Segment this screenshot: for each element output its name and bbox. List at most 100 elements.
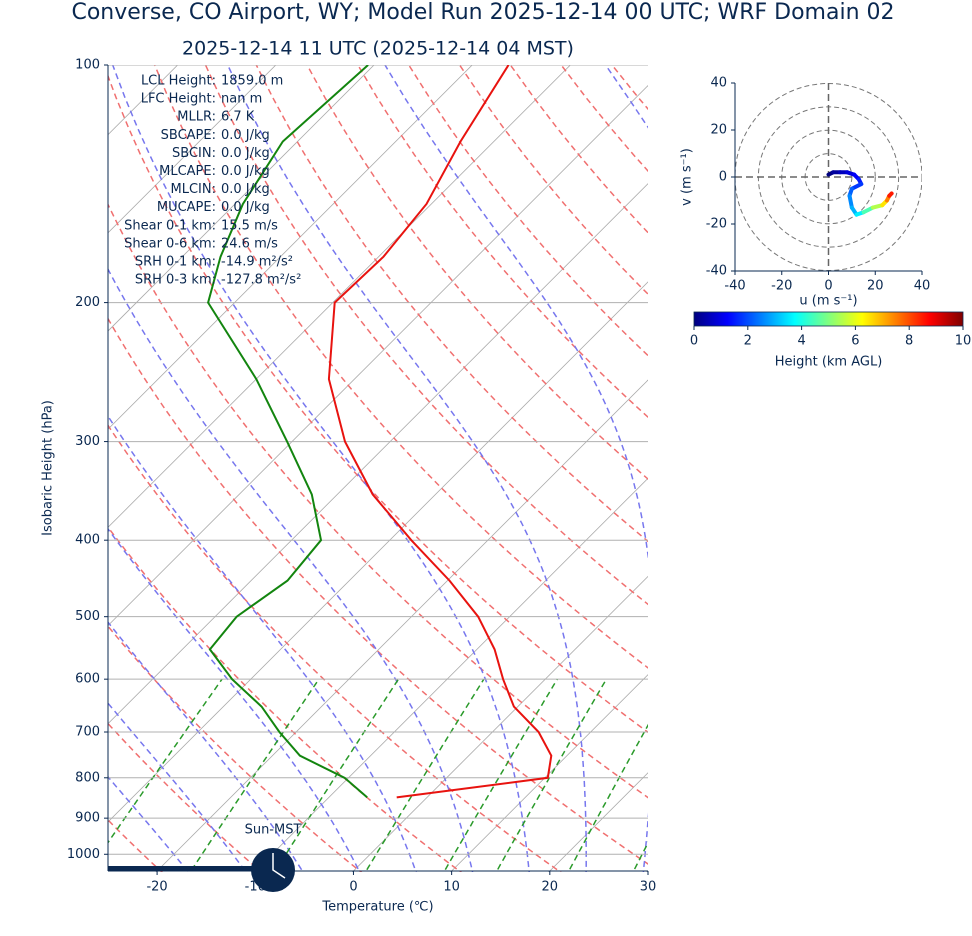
profile-line <box>207 65 369 799</box>
colorbar-label: Height (km AGL) <box>775 355 883 370</box>
dry-adiabat <box>255 65 648 543</box>
colorbar-tick-label: 2 <box>744 334 752 349</box>
param-label: MLLR: <box>177 110 216 125</box>
colorbar <box>693 311 964 327</box>
isotherm <box>108 65 375 332</box>
isotherm <box>155 379 648 872</box>
param-label: Shear 0-1 km: <box>124 218 216 233</box>
isotherm <box>0 29 17 887</box>
moist-adiabat <box>111 65 530 872</box>
hodo-x-tick-label: 20 <box>867 279 884 294</box>
y-tick-label: 1000 <box>67 847 100 862</box>
isotherm <box>108 65 571 528</box>
x-tick-label: 30 <box>640 880 657 895</box>
y-tick-label: 100 <box>75 58 100 73</box>
isotherm <box>108 65 473 430</box>
mixing-ratio-line <box>567 723 648 872</box>
clock-hands <box>272 853 286 879</box>
colorbar-tick-label: 4 <box>797 334 805 349</box>
x-tick-label: 10 <box>443 880 460 895</box>
param-label: SBCIN: <box>172 146 216 161</box>
mixing-ratio-line <box>632 841 648 872</box>
chart-title: Converse, CO Airport, WY; Model Run 2025… <box>71 0 894 25</box>
param-value: 0.0 J/kg <box>221 164 270 179</box>
isotherm <box>450 674 648 872</box>
hodo-x-tick-label: -40 <box>724 279 745 294</box>
dry-adiabat <box>108 74 648 734</box>
x-tick-label: -10 <box>245 880 266 895</box>
x-tick-label: -20 <box>146 880 167 895</box>
dry-adiabat <box>108 819 163 872</box>
dry-adiabat <box>733 29 972 887</box>
x-tick-label: 0 <box>349 880 357 895</box>
param-label: LFC Height: <box>141 92 216 107</box>
hodo-y-tick-label: 40 <box>710 76 727 91</box>
dry-adiabat <box>108 317 648 865</box>
dry-adiabat <box>108 526 462 872</box>
chart-subtitle: 2025-12-14 11 UTC (2025-12-14 04 MST) <box>182 38 574 60</box>
hodo-y-tick-label: -20 <box>706 217 727 232</box>
y-tick-label: 600 <box>75 672 100 687</box>
param-label: MLCIN: <box>171 182 216 197</box>
hodo-y-tick-label: -40 <box>706 264 727 279</box>
param-value: 24.6 m/s <box>221 236 278 251</box>
y-tick-label: 900 <box>75 811 100 826</box>
isotherm <box>108 281 648 823</box>
param-label: MLCAPE: <box>159 164 216 179</box>
background-lines <box>0 29 972 887</box>
isotherm <box>253 477 648 872</box>
moist-adiabat <box>756 29 882 887</box>
moist-adiabat <box>384 65 648 872</box>
hodo-x-tick-label: -20 <box>771 279 792 294</box>
param-value: 15.5 m/s <box>221 218 278 233</box>
x-axis-label: Temperature (℃) <box>321 900 433 915</box>
param-label: SBCAPE: <box>161 128 216 143</box>
isotherm <box>730 29 972 887</box>
isotherm <box>548 772 648 872</box>
x-tick-label: 20 <box>542 880 559 895</box>
moist-adiabat <box>226 65 587 872</box>
dry-adiabat <box>306 65 648 481</box>
mixing-ratio-line <box>495 678 608 872</box>
param-value: 0.0 J/kg <box>221 182 270 197</box>
hodo-x-label: u (m s⁻¹) <box>799 294 857 309</box>
moist-adiabat <box>604 65 648 129</box>
y-tick-label: 200 <box>75 295 100 310</box>
moist-adiabat <box>108 527 361 872</box>
dry-adiabat <box>782 29 972 887</box>
plot-area <box>108 65 648 855</box>
dry-adiabat <box>509 65 648 234</box>
hodo-y-tick-label: 20 <box>710 123 727 138</box>
isotherm <box>108 84 648 627</box>
isotherm <box>108 183 648 725</box>
param-label: Shear 0-6 km: <box>124 236 216 251</box>
y-axis-label: Isobaric Height (hPa) <box>41 400 56 536</box>
param-value: nan m <box>221 92 262 107</box>
param-value: 0.0 J/kg <box>221 128 270 143</box>
clock-label: Sun-MST <box>245 823 302 838</box>
mixing-ratio-line <box>673 679 778 887</box>
y-tick-label: 400 <box>75 533 100 548</box>
hodo-plot <box>735 83 922 271</box>
param-value: 1859.0 m <box>221 74 283 89</box>
colorbar-tick-label: 6 <box>851 334 859 349</box>
dry-adiabat <box>108 202 648 799</box>
colorbar-tick-label: 8 <box>905 334 913 349</box>
moist-adiabat <box>108 620 304 872</box>
param-label: SRH 0-3 km: <box>135 273 216 288</box>
dry-adiabat <box>611 65 648 111</box>
colorbar-tick-label: 0 <box>690 334 698 349</box>
moist-adiabat <box>108 775 190 872</box>
param-value: 0.0 J/kg <box>221 200 270 215</box>
mixing-ratio-line <box>189 678 320 872</box>
dry-adiabat <box>683 29 972 887</box>
param-value: 0.0 J/kg <box>221 146 270 161</box>
profile-line <box>327 65 553 799</box>
moist-adiabat <box>108 414 417 872</box>
y-tick-label: 500 <box>75 609 100 624</box>
param-label: LCL Height: <box>141 74 216 89</box>
isotherm <box>0 29 116 887</box>
dry-adiabat <box>204 65 648 606</box>
